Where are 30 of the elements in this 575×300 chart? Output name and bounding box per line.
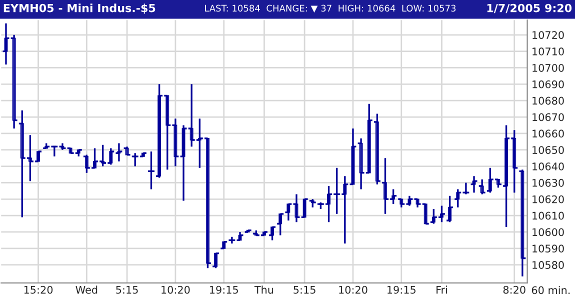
y-tick-label: 10670 [532, 113, 564, 122]
y-tick-label: 10630 [532, 178, 564, 187]
x-tick-label: 15:20 [24, 286, 53, 294]
y-tick-label: 10660 [532, 130, 564, 138]
x-tick-label: 19:15 [210, 286, 238, 294]
chart-subtitle: LAST: 10584 CHANGE: ▼ 37 HIGH: 10664 LOW: 10573 [205, 4, 456, 13]
x-tick-label: 8:20 [503, 286, 526, 294]
y-tick-label: 10650 [532, 146, 564, 154]
text: 1/7/2005 9:20 [487, 4, 572, 14]
x-axis-title: 60 min. [532, 286, 570, 294]
y-tick-label: 10590 [532, 244, 564, 253]
y-tick-label: 10580 [532, 261, 564, 269]
x-tick-label: 19:15 [388, 286, 416, 294]
y-tick-label: 10710 [532, 48, 564, 56]
y-tick-label: 10600 [532, 228, 564, 236]
y-tick-label: 10640 [532, 162, 564, 170]
y-tick-label: 10620 [532, 195, 564, 204]
x-tick-label: 5:15 [294, 286, 316, 294]
y-tick-label: 10690 [532, 80, 564, 88]
x-tick-label: 10:20 [162, 286, 190, 294]
x-tick-label: Fri [436, 286, 447, 294]
y-tick-label: 10720 [532, 31, 564, 39]
chart-title: EYMH05 - Mini Indus.-$5 [4, 4, 156, 14]
y-tick-label: 10700 [532, 64, 564, 72]
y-tick-label: 10610 [532, 212, 564, 220]
x-tick-label: 5:15 [116, 286, 138, 294]
x-tick-label: 10:20 [339, 286, 368, 294]
y-tick-label: 10680 [532, 96, 564, 105]
x-tick-label: Thu [254, 286, 274, 294]
x-tick-label: Wed [76, 286, 98, 294]
